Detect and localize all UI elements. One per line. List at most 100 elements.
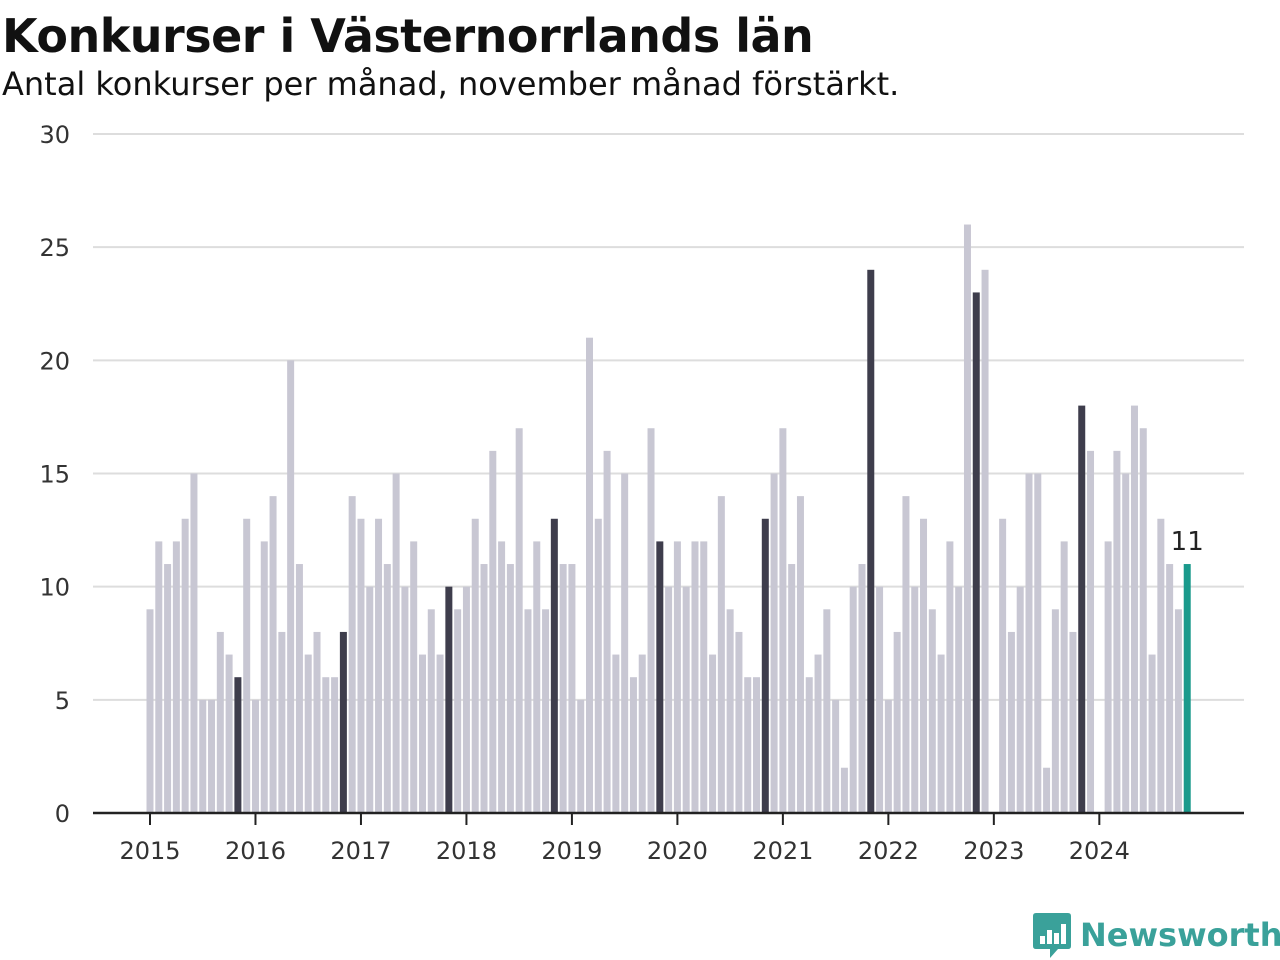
y-tick-label: 25 — [39, 234, 70, 262]
bar — [1007, 631, 1015, 813]
bar — [269, 496, 277, 813]
x-axis-ticks: 2015 2016 2017 2018 2019 2020 2021 2022 2023 2024 — [119, 837, 1129, 865]
bar — [1122, 473, 1130, 813]
bar — [181, 518, 189, 813]
y-axis-ticks: 0 5 10 15 20 25 30 — [39, 121, 70, 828]
chart-subtitle: Antal konkurser per månad, november måna… — [2, 65, 900, 103]
bar — [471, 518, 479, 813]
bar — [1113, 450, 1121, 813]
bar — [278, 631, 286, 813]
bar — [454, 609, 462, 813]
bar — [629, 677, 637, 813]
bar — [1069, 631, 1077, 813]
bar — [172, 541, 180, 813]
bar — [832, 699, 840, 813]
bar — [963, 224, 971, 814]
bar — [867, 269, 875, 813]
chart-title: Konkurser i Västernorrlands län — [2, 9, 814, 63]
brand-logo: Newsworthy — [1032, 910, 1280, 960]
bar — [665, 586, 673, 813]
bar — [445, 586, 453, 813]
bar — [700, 541, 708, 813]
bar — [542, 609, 550, 813]
latest-value-label: 11 — [1171, 527, 1204, 557]
bar — [225, 654, 233, 813]
x-tick-label: 2015 — [119, 837, 180, 865]
bar — [814, 654, 822, 813]
y-tick-label: 5 — [55, 687, 70, 715]
x-tick-label: 2017 — [330, 837, 391, 865]
bar — [331, 677, 339, 813]
bar — [682, 586, 690, 813]
bar — [515, 428, 523, 813]
bar — [568, 564, 576, 813]
bar — [849, 586, 857, 813]
bar — [295, 564, 303, 813]
bar — [946, 541, 954, 813]
y-tick-label: 10 — [39, 574, 70, 602]
bar — [260, 541, 268, 813]
bar — [761, 518, 769, 813]
x-tick-label: 2018 — [436, 837, 497, 865]
bar — [234, 677, 242, 813]
bar — [805, 677, 813, 813]
bar — [840, 767, 848, 813]
bar — [216, 631, 224, 813]
bar — [902, 496, 910, 813]
bar — [893, 631, 901, 813]
bar — [489, 450, 497, 813]
bar — [709, 654, 717, 813]
bar — [313, 631, 321, 813]
bar — [427, 609, 435, 813]
bar — [726, 609, 734, 813]
bar — [972, 292, 980, 813]
bar — [884, 699, 892, 813]
bar — [322, 677, 330, 813]
bar — [1166, 564, 1174, 813]
x-tick-label: 2021 — [752, 837, 813, 865]
bar — [656, 541, 664, 813]
bar — [498, 541, 506, 813]
bar — [1087, 450, 1095, 813]
x-tick-label: 2016 — [225, 837, 286, 865]
bar — [1016, 586, 1024, 813]
bar — [357, 518, 365, 813]
bar — [366, 586, 374, 813]
bar — [462, 586, 470, 813]
bar — [1025, 473, 1033, 813]
bar — [375, 518, 383, 813]
bar — [410, 541, 418, 813]
bar — [418, 654, 426, 813]
bar — [1130, 405, 1138, 813]
bar — [339, 631, 347, 813]
x-tick-label: 2023 — [963, 837, 1024, 865]
bar — [603, 450, 611, 813]
y-tick-label: 15 — [39, 461, 70, 489]
bar — [638, 654, 646, 813]
bar — [612, 654, 620, 813]
bar — [577, 699, 585, 813]
bar — [1060, 541, 1068, 813]
bar — [1174, 609, 1182, 813]
bar — [691, 541, 699, 813]
bar — [735, 631, 743, 813]
bar — [1183, 564, 1191, 813]
bar — [401, 586, 409, 813]
bar — [208, 699, 216, 813]
bar — [383, 564, 391, 813]
bar — [559, 564, 567, 813]
x-axis — [93, 811, 1244, 825]
bar — [937, 654, 945, 813]
bar — [146, 609, 154, 813]
y-tick-label: 0 — [55, 800, 70, 828]
bar — [770, 473, 778, 813]
bar — [155, 541, 163, 813]
bar — [1078, 405, 1086, 813]
bar — [796, 496, 804, 813]
bar — [1139, 428, 1147, 813]
bar — [647, 428, 655, 813]
x-tick-label: 2022 — [858, 837, 919, 865]
bar — [753, 677, 761, 813]
x-tick-label: 2019 — [541, 837, 602, 865]
